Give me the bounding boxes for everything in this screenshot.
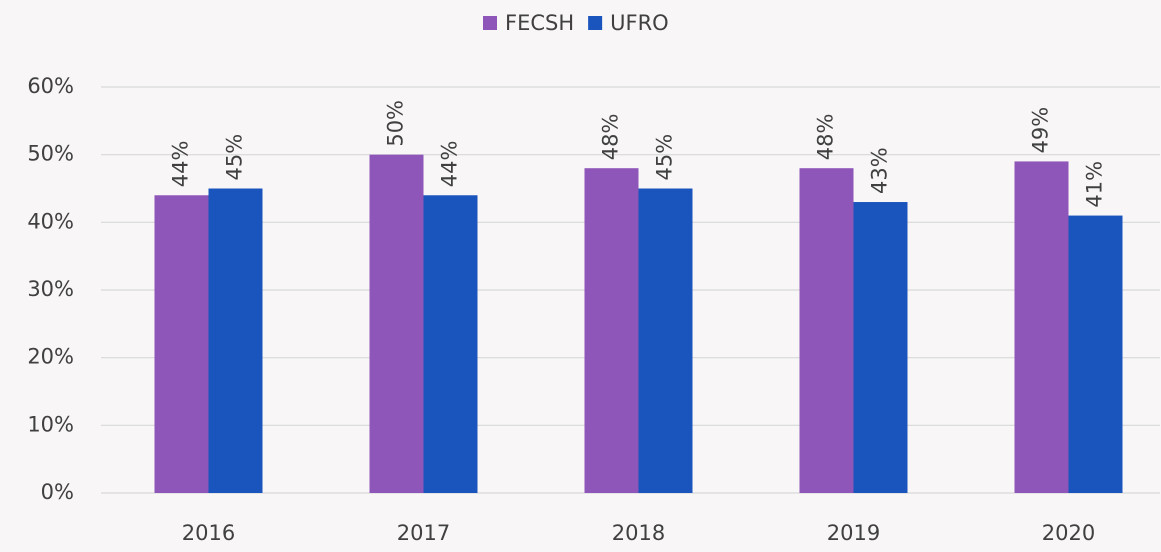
bar xyxy=(154,195,209,493)
x-tick-label: 2019 xyxy=(827,521,880,545)
value-label: 45% xyxy=(223,134,247,181)
bar xyxy=(584,168,639,493)
bar xyxy=(853,202,908,494)
value-label: 44% xyxy=(169,141,193,188)
value-label: 50% xyxy=(384,100,408,147)
value-label: 45% xyxy=(653,134,677,181)
x-tick-label: 2018 xyxy=(612,521,665,545)
y-tick-label: 50% xyxy=(27,142,74,166)
y-tick-label: 60% xyxy=(27,74,74,98)
y-tick-label: 40% xyxy=(27,209,74,233)
bar xyxy=(638,188,693,493)
y-tick-label: 10% xyxy=(27,412,74,436)
value-label: 43% xyxy=(868,147,892,194)
x-tick-label: 2016 xyxy=(182,521,235,545)
x-tick-label: 2020 xyxy=(1042,521,1095,545)
y-tick-label: 30% xyxy=(27,277,74,301)
legend-swatch xyxy=(483,16,497,30)
bar xyxy=(1014,161,1069,493)
value-label: 41% xyxy=(1083,161,1107,208)
y-tick-label: 0% xyxy=(41,480,74,504)
value-label: 44% xyxy=(438,141,462,188)
value-label: 48% xyxy=(814,114,838,161)
bar xyxy=(799,168,854,493)
legend-label: UFRO xyxy=(610,11,669,35)
bar xyxy=(208,188,263,493)
bar xyxy=(369,154,424,493)
value-label: 49% xyxy=(1029,107,1053,154)
x-tick-label: 2017 xyxy=(397,521,450,545)
y-tick-label: 20% xyxy=(27,345,74,369)
bar xyxy=(423,195,478,493)
bar xyxy=(1068,215,1123,494)
value-label: 48% xyxy=(599,114,623,161)
legend-swatch xyxy=(588,16,603,30)
legend-label: FECSH xyxy=(505,11,574,35)
